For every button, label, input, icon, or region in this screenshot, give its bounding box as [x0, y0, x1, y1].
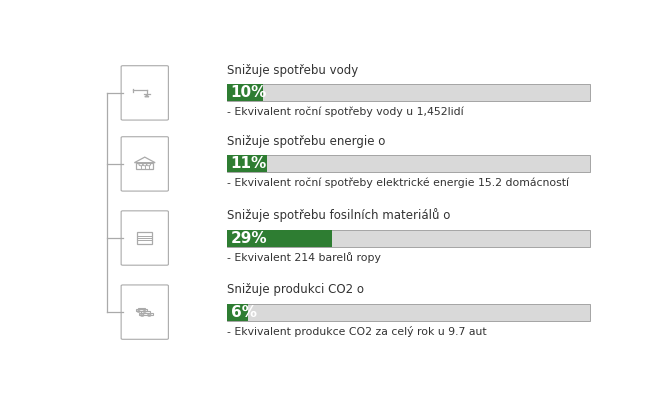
Text: Snižuje spotřebu energie o: Snižuje spotřebu energie o: [226, 135, 385, 148]
Text: - Ekvivalent 214 barelů ropy: - Ekvivalent 214 barelů ropy: [226, 252, 381, 263]
Bar: [226, 156, 590, 172]
Text: 29%: 29%: [230, 231, 267, 245]
Bar: [141, 311, 150, 313]
FancyBboxPatch shape: [121, 66, 168, 120]
FancyBboxPatch shape: [121, 211, 168, 265]
Text: - Ekvivalent roční spotřeby vody u 1,452lidí: - Ekvivalent roční spotřeby vody u 1,452…: [226, 107, 463, 117]
Text: 6%: 6%: [230, 305, 257, 320]
Bar: [136, 310, 147, 311]
Bar: [226, 229, 332, 247]
Bar: [226, 304, 590, 321]
Bar: [138, 308, 145, 310]
Text: 10%: 10%: [230, 85, 267, 100]
Bar: [137, 163, 153, 170]
Bar: [226, 229, 590, 247]
FancyBboxPatch shape: [121, 137, 168, 191]
Bar: [226, 84, 590, 101]
Bar: [226, 84, 263, 101]
Text: 11%: 11%: [230, 156, 267, 171]
Bar: [226, 304, 249, 321]
FancyBboxPatch shape: [121, 285, 168, 339]
Bar: [226, 156, 267, 172]
Text: - Ekvivalent roční spotřeby elektrické energie 15.2 domácností: - Ekvivalent roční spotřeby elektrické e…: [226, 178, 569, 188]
Bar: [139, 313, 153, 315]
Text: Snižuje produkci CO2 o: Snižuje produkci CO2 o: [226, 283, 364, 296]
Text: Snižuje spotřebu fosilních materiálů o: Snižuje spotřebu fosilních materiálů o: [226, 208, 450, 222]
Bar: [137, 232, 152, 244]
Text: Snižuje spotřebu vody: Snižuje spotřebu vody: [226, 64, 358, 77]
Text: - Ekvivalent produkce CO2 za celý rok u 9.7 aut: - Ekvivalent produkce CO2 za celý rok u …: [226, 326, 486, 337]
